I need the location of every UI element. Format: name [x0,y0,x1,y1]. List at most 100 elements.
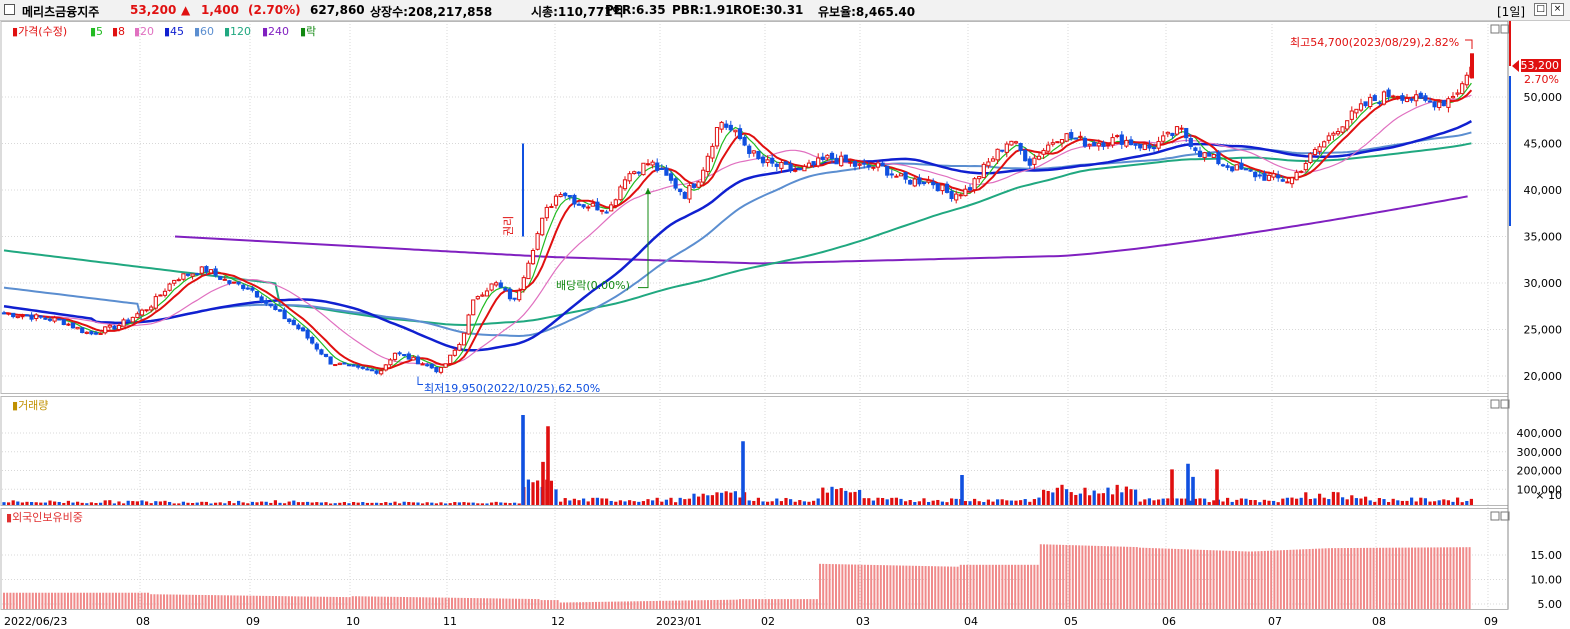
market-cap: 시총:110,771억 [531,5,624,19]
foreign-bar [1007,564,1010,609]
maximize-icon[interactable]: □ [1534,3,1547,16]
stock-name[interactable]: 메리츠금융지주 [22,5,100,19]
candle-body [728,124,733,131]
foreign-bar [1036,564,1039,609]
foreign-bar [620,601,623,609]
candle-body [323,353,329,357]
foreign-bar [1363,547,1365,609]
candle-body [1124,139,1129,147]
foreign-bar [764,599,767,609]
candle-body [512,297,517,300]
foreign-bar [854,564,857,609]
moving-average-lines [3,82,1473,371]
candle-body [866,165,871,168]
foreign-bar [511,598,514,609]
volume-bar [1322,497,1326,505]
candle-body [47,318,53,321]
foreign-bar [895,565,898,609]
foreign-bar [236,595,239,609]
select-checkbox[interactable] [4,4,15,15]
foreign-bar [1062,544,1065,609]
volume-bar [278,502,282,505]
foreign-bar [1311,548,1314,609]
price-tick-label: 20,000 [1524,370,1563,383]
volume-bar [536,480,540,505]
period-selector[interactable]: [1일] [1497,5,1526,19]
volume-bar [1253,500,1257,505]
candle-body [457,343,462,351]
volume-bar [342,502,346,505]
candle-body [714,127,720,147]
foreign-bar [726,599,729,609]
foreign-bar [467,597,469,609]
foreign-bar [1244,551,1247,609]
candle-body [15,315,20,319]
volume-bar [1065,489,1069,505]
candle-body [149,306,154,311]
foreign-bar [911,565,914,609]
foreign-bar [716,599,719,609]
volume-bar [798,500,802,505]
candle-body [84,331,89,334]
volume-bar [706,495,710,505]
foreign-bar [1100,546,1103,609]
candle-body [1069,132,1074,139]
foreign-bar [886,565,889,609]
foreign-bar [383,596,386,609]
volume-bar [1019,500,1023,505]
candle-body [448,354,453,365]
x-tick-label: 05 [1064,615,1078,628]
volume-bar [876,497,880,505]
volume-bar [853,491,857,505]
candle-body [811,161,816,166]
foreign-bar [147,592,149,609]
volume-bar [922,498,926,505]
foreign-bar [153,594,156,609]
volume-bar [131,501,135,505]
foreign-bar [361,596,364,609]
candle-body [402,354,407,357]
foreign-bar [1375,547,1378,609]
foreign-bar [470,598,473,609]
foreign-bar [1279,550,1282,609]
candle-body [116,324,122,330]
candle-body [443,363,448,368]
candle-body [411,356,416,361]
candle-body [1064,133,1069,142]
foreign-bar [1241,551,1244,609]
volume-bar [1419,497,1423,505]
foreign-bar [1052,544,1055,609]
candle-body [622,179,628,190]
candle-body [834,157,839,165]
candle-body [305,329,310,339]
stock-info-bar: 메리츠금융지주 53,200 ▲ 1,400 (2.70%) 627,860 상… [0,0,1570,21]
change-percent: (2.70%) [248,3,301,17]
candle-body [553,195,559,206]
svg-text:53,200: 53,200 [1521,59,1560,72]
foreign-bar [1075,545,1077,609]
foreign-bar [806,599,809,609]
foreign-bar [639,601,642,609]
volume-bar [687,498,691,505]
foreign-bar [1132,546,1135,609]
volume-bar [821,487,825,505]
candle-body [231,281,237,284]
foreign-bar [588,602,591,609]
candle-body [1036,155,1042,160]
close-icon[interactable]: × [1551,3,1564,16]
volume-bar [651,500,655,505]
volume-bar [99,502,103,505]
volume-bar [1437,500,1441,505]
volume-bar [269,502,273,505]
candle-body [365,368,370,371]
x-tick-label: 03 [856,615,870,628]
candle-body [682,191,687,199]
candle-body [208,269,214,274]
foreign-bar [447,597,450,609]
volume-bar [250,501,254,505]
volume-bar [812,500,816,505]
x-tick-label: 07 [1268,615,1282,628]
foreign-bar [1331,548,1333,609]
candle-body [1009,140,1014,146]
candle-body [130,316,135,323]
